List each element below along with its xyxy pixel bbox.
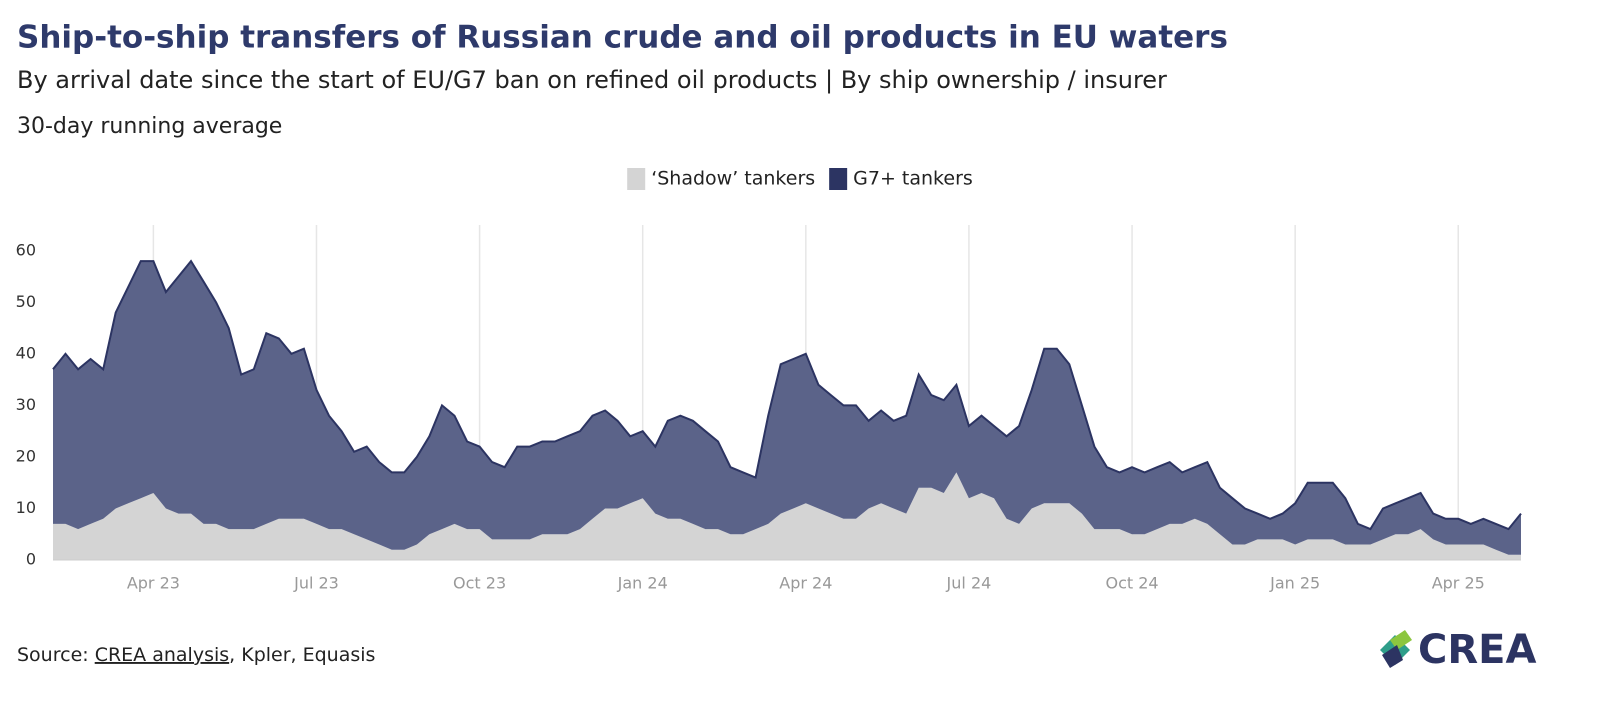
x-tick-label: Jul 24 [946,574,992,593]
chart-note: 30-day running average [17,114,282,139]
y-tick-label: 40 [16,343,36,362]
y-tick-label: 30 [16,395,36,414]
y-tick-label: 0 [26,550,36,569]
x-tick-label: Oct 23 [453,574,506,593]
logo-text: CREA [1418,627,1536,673]
logo-icon [1380,630,1412,668]
source-link[interactable]: CREA analysis [95,644,229,666]
source-prefix: Source: [17,644,95,666]
legend-item: ‘Shadow’ tankers [627,168,815,190]
legend-swatch [829,168,848,190]
x-tick-label: Jul 23 [293,574,339,593]
legend-swatch [627,168,646,190]
x-tick-label: Apr 25 [1432,574,1485,593]
legend: ‘Shadow’ tankers G7+ tankers [627,168,973,190]
y-tick-label: 10 [16,498,36,517]
x-tick-label: Apr 24 [779,574,832,593]
x-tick-label: Apr 23 [127,574,180,593]
chart-subtitle: By arrival date since the start of EU/G7… [17,66,1167,94]
legend-label: ‘Shadow’ tankers [651,168,815,190]
y-tick-label: 60 [16,240,36,259]
chart-title: Ship-to-ship transfers of Russian crude … [17,20,1228,56]
source-rest: , Kpler, Equasis [229,644,375,666]
x-tick-label: Jan 24 [617,574,668,593]
source: Source: CREA analysis, Kpler, Equasis [17,644,375,666]
area [53,472,1521,560]
y-tick-label: 20 [16,446,36,465]
x-tick-label: Oct 24 [1105,574,1158,593]
y-tick-label: 50 [16,292,36,311]
x-tick-label: Jan 25 [1269,574,1320,593]
legend-item: G7+ tankers [829,168,973,190]
area-top-line [52,259,1522,531]
legend-label: G7+ tankers [853,168,973,190]
area [53,261,1521,555]
